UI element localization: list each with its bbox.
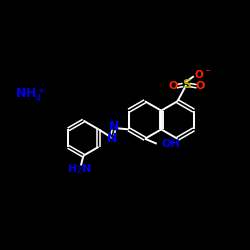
Text: O$^-$: O$^-$ bbox=[194, 68, 211, 80]
Text: NH$_4^+$: NH$_4^+$ bbox=[14, 86, 46, 104]
Text: O: O bbox=[168, 81, 178, 91]
Text: O: O bbox=[195, 81, 205, 91]
Text: N: N bbox=[108, 120, 119, 134]
Text: N: N bbox=[107, 132, 118, 144]
Text: S: S bbox=[182, 78, 191, 92]
Text: H$_2$N: H$_2$N bbox=[67, 162, 92, 175]
Text: OH: OH bbox=[161, 139, 180, 149]
